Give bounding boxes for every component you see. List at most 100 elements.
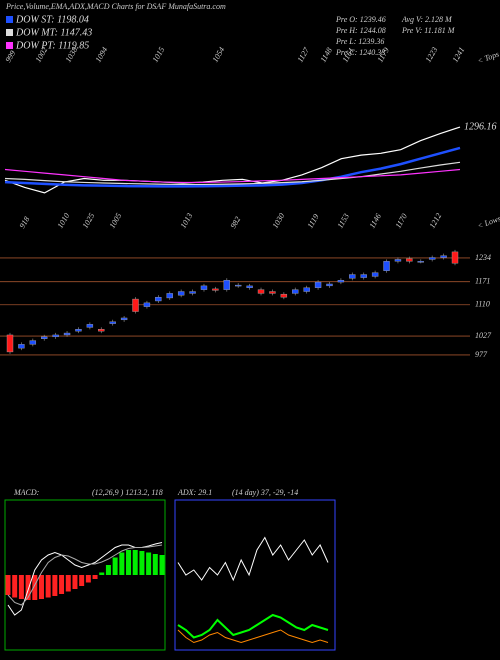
candle: [143, 302, 151, 307]
candle: [269, 291, 276, 294]
macd-bar: [65, 575, 71, 592]
macd-bar: [92, 575, 98, 579]
stat: Pre L: 1239.36: [335, 37, 384, 46]
level-label: 1171: [475, 277, 490, 286]
low-label: 1119: [306, 213, 321, 230]
candle: [360, 274, 367, 278]
candle: [200, 285, 208, 290]
candle: [394, 259, 402, 262]
top-label: 1148: [319, 46, 335, 64]
candle: [235, 284, 242, 287]
low-label: 1146: [368, 212, 384, 230]
candle: [52, 334, 59, 338]
candle: [6, 334, 14, 353]
low-label: 982: [229, 215, 243, 230]
candle: [212, 288, 219, 291]
candle: [18, 344, 25, 349]
macd-bar: [38, 575, 44, 599]
candle: [371, 272, 379, 277]
adx-line: [177, 613, 329, 639]
low-label: 1170: [394, 212, 410, 230]
low-label: 1153: [336, 212, 352, 230]
candle: [166, 293, 173, 299]
macd-bar: [32, 575, 38, 600]
adx-line: [177, 629, 329, 644]
candle: [246, 285, 253, 288]
candle: [406, 258, 413, 262]
macd-bar: [72, 575, 78, 589]
low-label: 1030: [271, 212, 287, 230]
volume: Avg V: 2.128 M: [401, 15, 453, 24]
top-label: 1127: [296, 45, 312, 64]
level-label: 1234: [475, 253, 491, 262]
candle: [29, 340, 37, 345]
macd-bar: [152, 554, 158, 575]
legend-swatch: [6, 29, 13, 36]
macd-label: MACD:: [13, 488, 40, 497]
candle: [98, 329, 105, 332]
candle: [337, 279, 345, 283]
macd-bar: [5, 575, 11, 595]
candle: [314, 281, 322, 288]
candle: [292, 289, 299, 294]
macd-panel: [4, 499, 166, 651]
candle: [189, 291, 196, 294]
candle: [440, 255, 447, 258]
candle: [63, 332, 71, 336]
macd-bar: [85, 575, 91, 583]
macd-bar: [25, 575, 31, 600]
macd-bar: [45, 575, 51, 598]
low-label: 1025: [81, 212, 97, 230]
candle: [417, 261, 424, 263]
level-label: 977: [475, 350, 488, 359]
legend-label: DOW ST: 1198.04: [15, 14, 89, 25]
candle: [132, 298, 139, 312]
adx-params: (14 day) 37, -29, -14: [232, 488, 298, 497]
candle: [303, 287, 310, 292]
macd-bar: [59, 575, 65, 594]
candle: [257, 289, 265, 294]
macd-bar: [146, 552, 152, 575]
candle: [41, 336, 48, 339]
candle: [120, 317, 128, 321]
macd-bar: [52, 575, 58, 596]
top-label: 1223: [424, 46, 440, 64]
legend-label: DOW PT: 1119.85: [15, 40, 89, 51]
macd-bar: [12, 575, 18, 598]
low-label: 1212: [428, 212, 444, 230]
level-label: 1027: [475, 331, 492, 340]
ema-line: [4, 168, 461, 184]
lows-marker: < Lows: [476, 214, 500, 231]
candle: [109, 321, 116, 324]
top-label: 1094: [94, 46, 110, 64]
top-label: 1015: [151, 46, 167, 64]
adx-label: ADX: 29.1: [177, 488, 212, 497]
stat: Pre C: 1240.33: [335, 48, 385, 57]
macd-line: [7, 544, 163, 606]
macd-bar: [112, 557, 118, 575]
adx-panel: [174, 499, 336, 651]
low-label: 918: [18, 215, 32, 230]
last-price: 1296.16: [464, 121, 497, 132]
macd-bar: [159, 555, 165, 575]
low-label: 1013: [179, 212, 195, 230]
macd-bar: [99, 572, 105, 575]
top-label: 1054: [211, 46, 227, 64]
title: Price,Volume,EMA,ADX,MACD Charts for DSA…: [5, 2, 226, 11]
low-label: 1005: [108, 212, 124, 230]
candle: [155, 296, 162, 302]
ema-line: [4, 146, 461, 188]
adx-line: [177, 536, 329, 582]
tops-marker: < Tops: [476, 50, 500, 66]
low-label: 1010: [56, 212, 72, 230]
stat: Pre H: 1244.08: [335, 26, 386, 35]
candle: [223, 279, 230, 290]
ema-line: [4, 161, 461, 186]
macd-bar: [105, 565, 111, 575]
legend-label: DOW MT: 1147.43: [15, 27, 92, 38]
legend-swatch: [6, 42, 13, 49]
macd-bar: [126, 550, 132, 575]
candle: [383, 261, 390, 271]
candle: [326, 283, 333, 287]
